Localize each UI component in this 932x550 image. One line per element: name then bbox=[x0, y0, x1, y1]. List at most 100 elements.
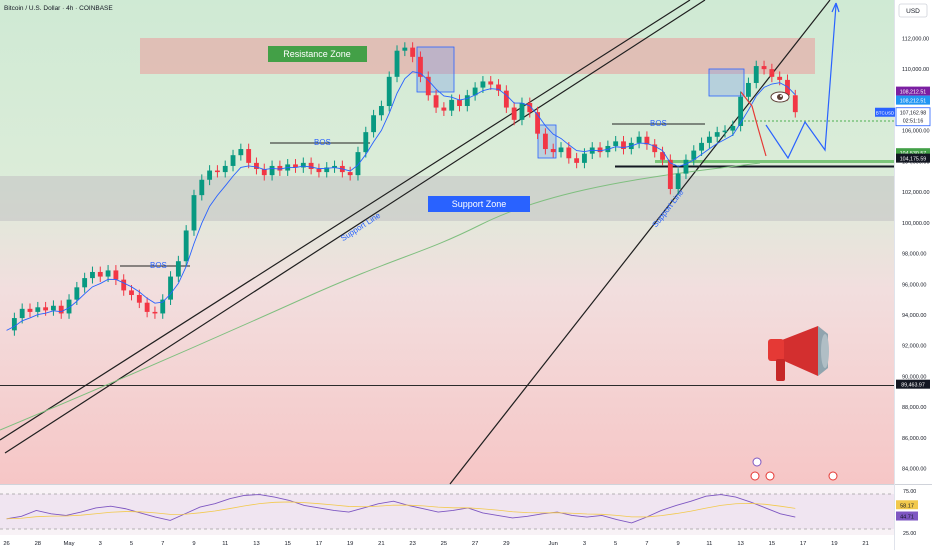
candle[interactable] bbox=[199, 174, 205, 201]
candle[interactable] bbox=[121, 274, 127, 296]
candle[interactable] bbox=[418, 51, 423, 83]
resistance-zone-label[interactable]: Resistance Zone bbox=[268, 46, 367, 62]
candle[interactable] bbox=[433, 89, 439, 113]
candle[interactable] bbox=[535, 106, 541, 140]
candle[interactable] bbox=[136, 289, 142, 309]
candle[interactable] bbox=[457, 94, 462, 112]
candle[interactable] bbox=[277, 160, 283, 176]
candle[interactable] bbox=[527, 97, 533, 118]
candle[interactable] bbox=[699, 137, 705, 156]
candle[interactable] bbox=[402, 42, 408, 57]
candle[interactable] bbox=[519, 97, 525, 126]
candle[interactable] bbox=[464, 89, 470, 112]
candle[interactable] bbox=[293, 159, 298, 173]
us-flag-icon[interactable] bbox=[750, 471, 760, 481]
candle[interactable] bbox=[300, 157, 306, 173]
candle[interactable] bbox=[511, 102, 517, 126]
candle[interactable] bbox=[761, 60, 767, 75]
candle[interactable] bbox=[652, 139, 658, 158]
candle[interactable] bbox=[183, 225, 189, 267]
candle[interactable] bbox=[11, 312, 17, 336]
candle[interactable] bbox=[175, 255, 181, 282]
high-level-badge[interactable]: 108,212.51 bbox=[896, 86, 930, 96]
candle[interactable] bbox=[82, 272, 88, 293]
candle[interactable] bbox=[488, 76, 494, 90]
support-line-upper[interactable] bbox=[0, 0, 691, 441]
candle[interactable] bbox=[621, 135, 626, 155]
candle[interactable] bbox=[769, 63, 775, 83]
candle[interactable] bbox=[246, 143, 252, 169]
candle[interactable] bbox=[191, 189, 197, 236]
candle[interactable] bbox=[597, 142, 603, 158]
candle[interactable] bbox=[441, 102, 447, 117]
candle[interactable] bbox=[152, 306, 158, 319]
candle[interactable] bbox=[129, 285, 134, 301]
candle[interactable] bbox=[558, 142, 564, 158]
candle[interactable] bbox=[316, 163, 322, 178]
candle[interactable] bbox=[746, 77, 751, 103]
candle[interactable] bbox=[683, 154, 689, 180]
candle[interactable] bbox=[480, 76, 486, 93]
support-zone-label[interactable]: Support Zone bbox=[428, 196, 530, 212]
rsi-level-badge[interactable]: 58.17 bbox=[896, 500, 918, 510]
top-highlight-box-1[interactable] bbox=[416, 46, 455, 93]
candle[interactable] bbox=[58, 300, 64, 319]
candle[interactable] bbox=[714, 126, 720, 143]
candle[interactable] bbox=[449, 94, 455, 117]
candle[interactable] bbox=[550, 143, 556, 158]
candle[interactable] bbox=[667, 154, 673, 195]
candle[interactable] bbox=[730, 120, 736, 136]
candle[interactable] bbox=[613, 135, 619, 152]
candle[interactable] bbox=[566, 142, 572, 164]
us-flag-icon[interactable] bbox=[828, 471, 838, 481]
candle[interactable] bbox=[706, 131, 712, 149]
candle[interactable] bbox=[50, 300, 56, 316]
event-flags[interactable] bbox=[750, 457, 838, 481]
candle[interactable] bbox=[261, 163, 267, 181]
currency-badge[interactable]: USD bbox=[898, 3, 928, 18]
candle[interactable] bbox=[738, 91, 744, 132]
candle[interactable] bbox=[675, 168, 681, 195]
candle[interactable] bbox=[394, 45, 400, 83]
candle[interactable] bbox=[308, 157, 314, 175]
black-line-badge[interactable]: 104,175.59 bbox=[896, 153, 930, 163]
candle[interactable] bbox=[472, 82, 478, 101]
candle[interactable] bbox=[371, 109, 377, 138]
candle[interactable] bbox=[644, 131, 650, 150]
support-line-lower[interactable] bbox=[4, 0, 706, 454]
candle[interactable] bbox=[496, 79, 501, 97]
candle[interactable] bbox=[168, 271, 173, 305]
candle[interactable] bbox=[355, 146, 361, 181]
candle[interactable] bbox=[386, 71, 392, 112]
candle[interactable] bbox=[425, 71, 431, 101]
event-flag-1[interactable] bbox=[752, 457, 762, 467]
candle[interactable] bbox=[542, 128, 548, 155]
low-line-badge[interactable]: 89,463.97 bbox=[896, 379, 930, 389]
us-flag-icon[interactable] bbox=[765, 471, 775, 481]
candle[interactable] bbox=[347, 166, 353, 181]
candle[interactable] bbox=[144, 297, 150, 318]
candle[interactable] bbox=[574, 152, 580, 169]
projection-down-arrow[interactable] bbox=[740, 91, 767, 157]
support-line-steep[interactable] bbox=[449, 0, 831, 485]
rsi-level-badge[interactable]: 44.71 bbox=[896, 511, 918, 521]
candle[interactable] bbox=[269, 160, 275, 181]
candle[interactable] bbox=[214, 165, 220, 178]
candle[interactable] bbox=[363, 126, 369, 158]
candle[interactable] bbox=[722, 125, 728, 138]
candle[interactable] bbox=[636, 131, 642, 149]
candle[interactable] bbox=[503, 85, 509, 113]
candle[interactable] bbox=[97, 266, 103, 282]
candle[interactable] bbox=[90, 266, 95, 284]
candle[interactable] bbox=[19, 303, 25, 324]
candle[interactable] bbox=[660, 146, 665, 166]
candle[interactable] bbox=[66, 294, 72, 319]
candle[interactable] bbox=[207, 165, 213, 186]
candle[interactable] bbox=[332, 160, 337, 173]
candle[interactable] bbox=[254, 157, 259, 175]
symbol-title[interactable]: Bitcoin / U.S. Dollar · 4h · COINBASE bbox=[4, 5, 113, 12]
resistance-zone[interactable] bbox=[140, 38, 815, 74]
candle[interactable] bbox=[753, 60, 759, 89]
candle[interactable] bbox=[324, 162, 330, 178]
